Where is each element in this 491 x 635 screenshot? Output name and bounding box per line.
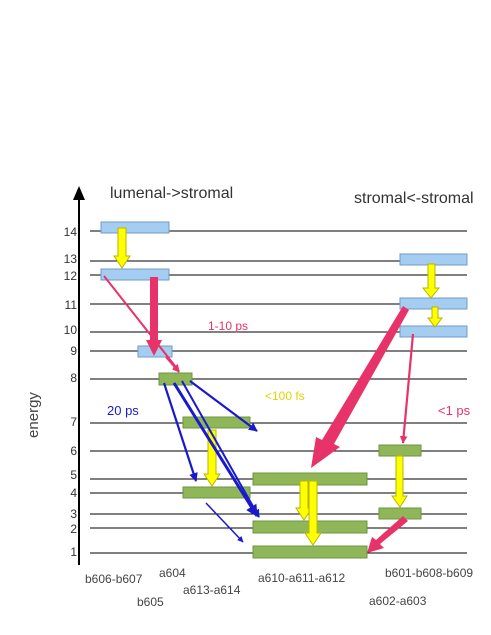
red-arrow-12-8 — [103, 275, 180, 372]
yellow-arrow-5-2a — [295, 480, 313, 521]
red-arrow-11-5-thick — [311, 306, 409, 468]
box-b601-level-10 — [399, 325, 468, 338]
pigment-labels: b606-b607 b605 a604 a613-a614 a610-a611-… — [85, 566, 473, 609]
energy-axis-arrowhead — [73, 186, 85, 200]
level-label-6: 6 — [70, 444, 77, 458]
red-arrow-9-8 — [165, 356, 180, 373]
blue-arrow-8-7 — [189, 380, 258, 432]
energy-axis-label: energy — [25, 392, 42, 438]
yellow-arrows — [113, 227, 444, 546]
chl-b-boxes — [100, 221, 468, 358]
yellow-arrow-11-10 — [426, 306, 444, 328]
box-a613-level-7 — [182, 416, 251, 429]
red-arrow-3-1 — [367, 516, 408, 553]
yellow-arrow-6-3 — [391, 455, 408, 508]
box-b601-a-level-6 — [378, 444, 422, 457]
annotation-1-10-ps: 1-10 ps — [208, 319, 248, 333]
annotation-100-fs: <100 fs — [265, 389, 305, 403]
level-label-3: 3 — [70, 507, 77, 521]
level-label-4: 4 — [70, 486, 77, 500]
chl-a-boxes — [158, 372, 422, 559]
red-arrow-12-9-thick — [146, 277, 162, 356]
annotation-20-ps: 20 ps — [107, 403, 139, 418]
blue-arrow-4-1 — [205, 502, 244, 543]
annotation-1-ps: <1 ps — [438, 403, 471, 418]
level-label-1: 1 — [70, 545, 77, 559]
box-a610-level-1 — [252, 545, 368, 559]
label-a604: a604 — [159, 566, 186, 580]
label-b605: b605 — [137, 595, 164, 609]
label-a610-a611-a612: a610-a611-a612 — [258, 571, 346, 585]
yellow-arrow-5-1 — [304, 480, 322, 546]
yellow-arrow-13-11 — [421, 263, 441, 299]
level-label-13: 13 — [64, 252, 78, 266]
level-label-5: 5 — [70, 468, 77, 482]
box-b606-b607-level-12 — [100, 268, 170, 281]
level-labels: 14 13 12 11 10 9 8 7 6 5 4 3 2 1 — [64, 225, 78, 559]
label-a602-a603: a602-a603 — [369, 594, 427, 608]
level-label-2: 2 — [70, 522, 77, 536]
box-a613-level-4 — [182, 486, 251, 499]
level-label-10: 10 — [64, 323, 78, 337]
level-label-11: 11 — [65, 298, 78, 312]
box-b606-b607-level-14 — [100, 221, 170, 234]
level-label-9: 9 — [70, 344, 77, 358]
level-label-8: 8 — [70, 371, 77, 385]
blue-arrows — [162, 380, 260, 543]
box-b601-level-13 — [399, 253, 468, 266]
yellow-arrow-14-12 — [113, 227, 131, 269]
red-arrow-10-6 — [399, 333, 415, 444]
blue-arrow-8-2a — [172, 382, 259, 518]
blue-arrow-8-2b — [181, 380, 260, 518]
label-a613-a614: a613-a614 — [183, 583, 241, 597]
level-label-14: 14 — [64, 225, 78, 239]
header-lumenal-stromal: lumenal->stromal — [110, 185, 233, 202]
blue-arrow-8-4 — [162, 382, 198, 482]
level-label-12: 12 — [64, 269, 78, 283]
red-arrows — [103, 275, 415, 553]
yellow-arrow-7-4 — [203, 429, 221, 487]
level-label-7: 7 — [70, 415, 77, 429]
label-b601-b608-b609: b601-b608-b609 — [385, 566, 473, 580]
label-b606-b607: b606-b607 — [85, 572, 143, 586]
header-stromal-stromal: stromal<-stromal — [354, 190, 474, 207]
box-b601-a-level-3 — [378, 507, 422, 520]
